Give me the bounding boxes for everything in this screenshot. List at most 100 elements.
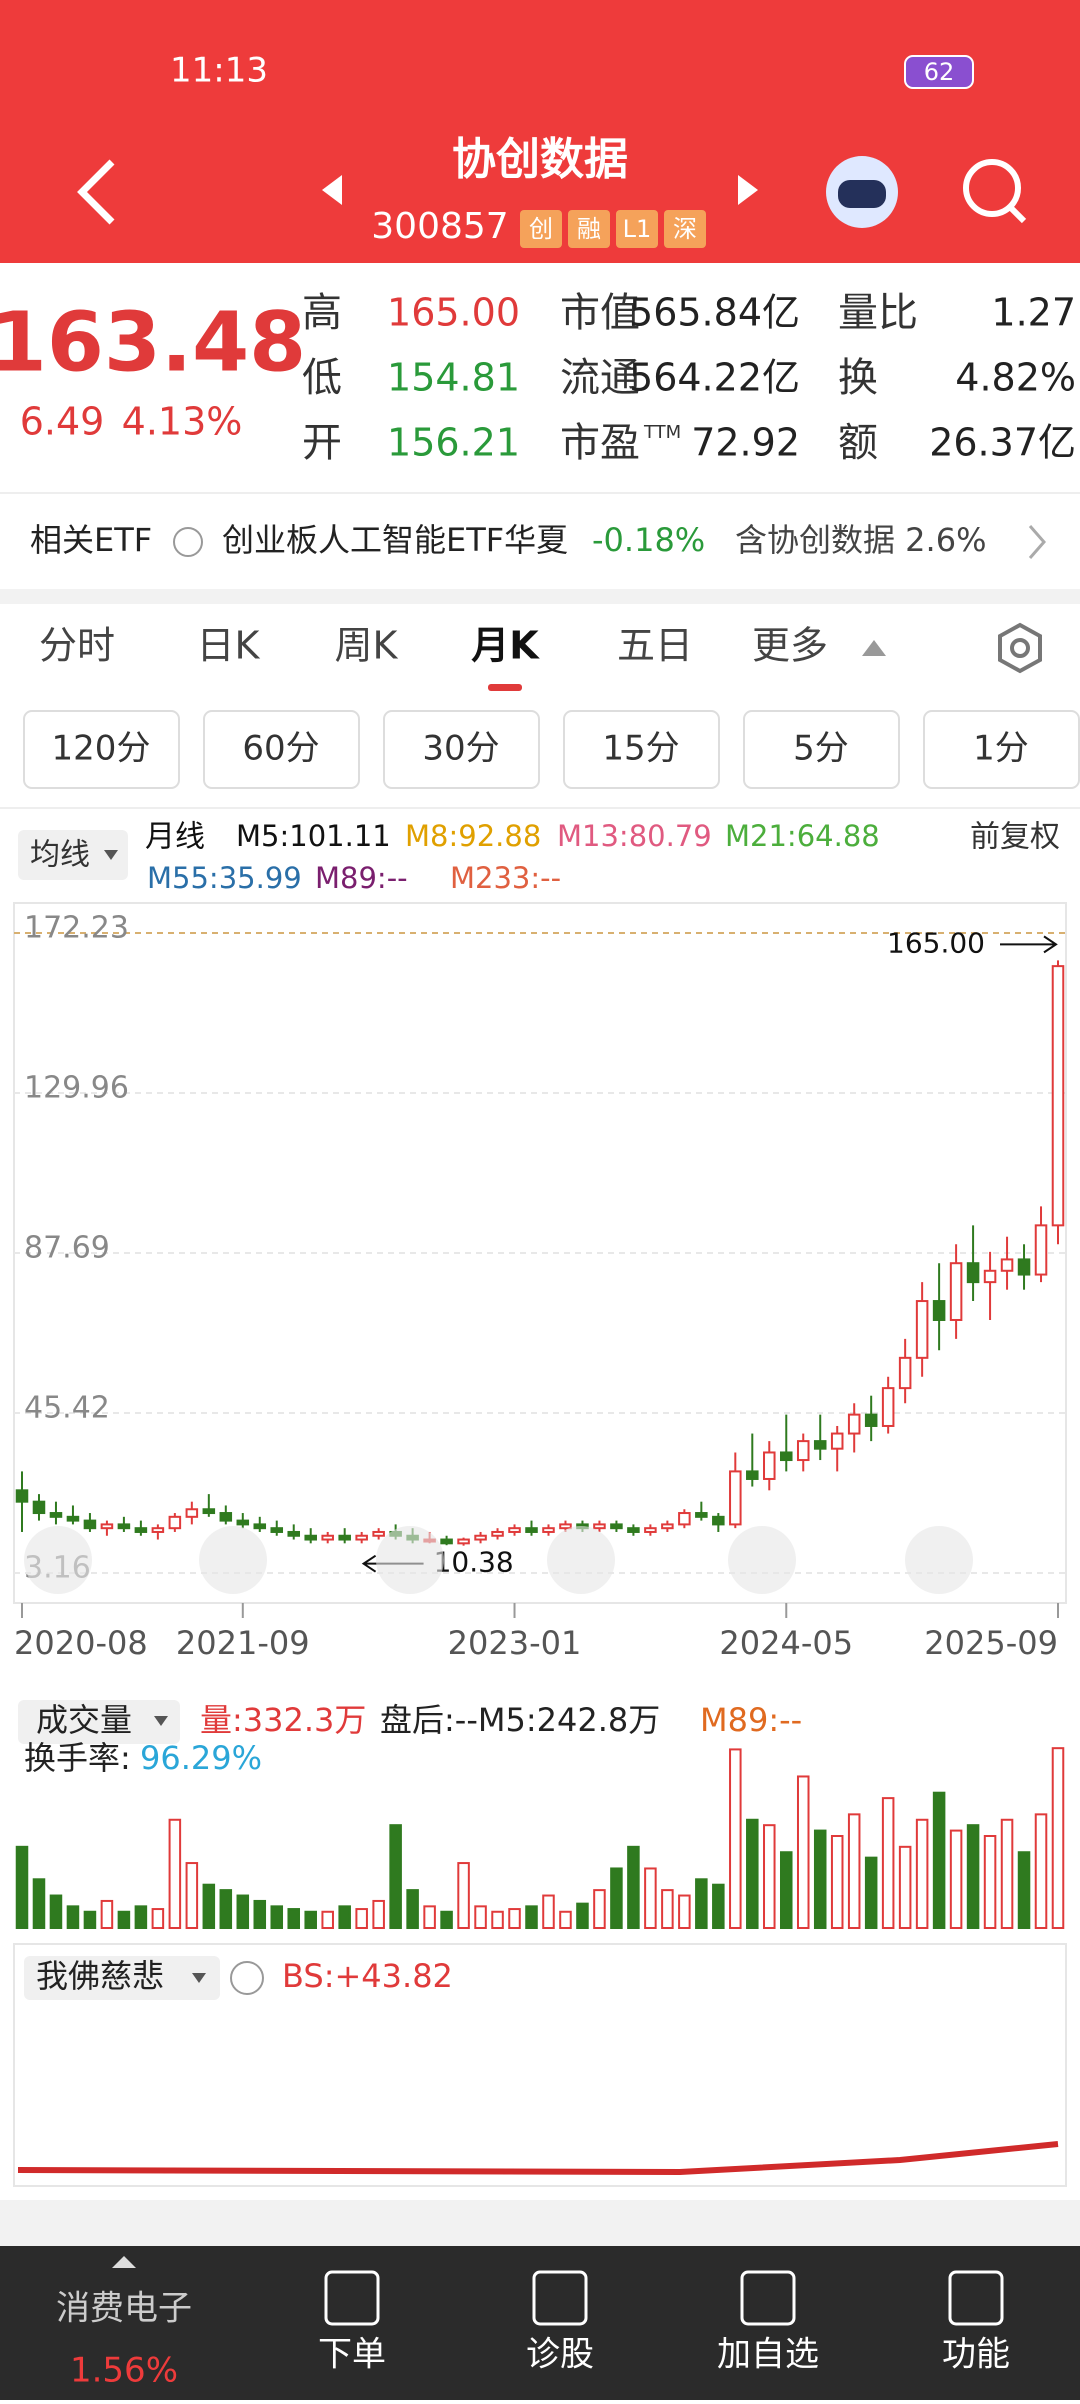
etf-change: -0.18%: [592, 521, 705, 559]
quote-label: 低: [302, 355, 342, 401]
candle-body: [287, 1530, 301, 1537]
volume-bar: [864, 1856, 878, 1930]
x-tick-label: 2021-09: [176, 1624, 310, 1662]
tag: 融: [577, 215, 601, 243]
volume-bar: [202, 1883, 216, 1930]
volume-bar: [253, 1899, 267, 1929]
period-button[interactable]: [383, 710, 540, 789]
ma-value: M21:64.88: [725, 819, 880, 853]
overlay-button[interactable]: [24, 1526, 92, 1594]
period-label: 120分: [52, 729, 151, 769]
next-stock[interactable]: [738, 175, 758, 205]
volume-bar: [219, 1889, 233, 1930]
volume: [15, 1747, 1065, 1930]
etf-holding: 含协创数据 2.6%: [735, 521, 986, 559]
quote-value: 72.92: [691, 421, 800, 465]
battery-level: 62: [924, 58, 955, 86]
dropdown: [104, 850, 118, 860]
volume-bar: [525, 1905, 538, 1929]
tab[interactable]: 周K: [335, 624, 399, 668]
quote-value: 564.22亿: [629, 356, 800, 400]
candle-body: [372, 1530, 385, 1537]
volume-box[interactable]: [18, 1700, 180, 1744]
tab[interactable]: 五日: [617, 624, 693, 668]
back-button[interactable]: [77, 159, 115, 225]
candle-body: [593, 1523, 606, 1530]
overlay-button[interactable]: [376, 1526, 444, 1594]
quote-value: 26.37亿: [929, 421, 1076, 465]
indicator-frame: [13, 1943, 1067, 2187]
search[interactable]: [963, 159, 1021, 217]
candle-body: [338, 1534, 351, 1541]
period-button[interactable]: [563, 710, 720, 789]
nav-item[interactable]: 功能: [942, 2335, 1010, 2375]
candle-body: [966, 1262, 980, 1284]
adjust[interactable]: 前复权: [970, 820, 1060, 855]
indicator-box[interactable]: [24, 1956, 220, 2000]
period-button[interactable]: [203, 710, 360, 789]
price: 163.48: [0, 295, 306, 390]
candle-body: [1051, 965, 1065, 1227]
volume-title[interactable]: 成交量: [36, 1701, 132, 1739]
volume-bar: [813, 1829, 827, 1930]
candle-body: [644, 1527, 657, 1533]
volume-bar: [966, 1824, 980, 1930]
nav-icon: [324, 2270, 380, 2326]
settings-dot: [1010, 638, 1030, 658]
chevron[interactable]: [1028, 525, 1046, 559]
period-button[interactable]: [923, 710, 1080, 789]
tab[interactable]: 更多: [752, 624, 828, 668]
sector-pct: 1.56%: [70, 2351, 178, 2391]
candle-body: [236, 1519, 250, 1526]
gap: [0, 589, 1080, 604]
candle-body: [440, 1538, 453, 1545]
tab[interactable]: 月K: [471, 624, 540, 668]
kline: 3.1645.4287.69129.96172.23165.0010.38202…: [14, 911, 1066, 1662]
period-label: 月线: [145, 820, 205, 855]
sector-name[interactable]: 消费电子: [56, 2289, 192, 2329]
help-icon[interactable]: [230, 1961, 264, 1995]
indicator-name[interactable]: 我佛慈悲: [36, 1957, 164, 1995]
candle-body: [779, 1451, 793, 1462]
tag-bg: [568, 210, 610, 248]
tab[interactable]: 日K: [197, 624, 261, 668]
quote-label: 开: [302, 420, 342, 466]
tabs: 分时 日K 周K 月K 五日 更多: [39, 624, 886, 691]
dropdown: [154, 1716, 168, 1726]
volume-bar: [423, 1905, 436, 1929]
indicator-box[interactable]: [18, 830, 128, 880]
volume-bar: [49, 1894, 63, 1930]
quote-value: 154.81: [387, 356, 520, 400]
high-label: 165.00: [887, 926, 985, 959]
volume-bar: [15, 1845, 29, 1929]
period-label: 30分: [422, 729, 499, 769]
period-button[interactable]: [743, 710, 900, 789]
volume-bar: [983, 1835, 997, 1929]
help-icon[interactable]: [173, 527, 203, 557]
nav-item[interactable]: 诊股: [526, 2335, 594, 2375]
candle-body: [49, 1512, 63, 1518]
overlay-button[interactable]: [728, 1526, 796, 1594]
etf-label: 相关ETF: [30, 521, 152, 559]
tab[interactable]: 分时: [39, 624, 115, 668]
etf-name[interactable]: 创业板人工智能ETF华夏: [222, 521, 568, 559]
change-pct: 4.13%: [122, 400, 243, 444]
volume-bar: [457, 1862, 470, 1930]
nav-item[interactable]: 下单: [318, 2335, 386, 2375]
prev-stock[interactable]: [322, 175, 342, 205]
volume-bar: [627, 1845, 640, 1929]
overlay-button[interactable]: [547, 1526, 615, 1594]
quote-label: 量比: [838, 290, 918, 336]
period-button[interactable]: [23, 710, 180, 789]
volume-bar: [83, 1910, 97, 1929]
overlay-button[interactable]: [905, 1526, 973, 1594]
ma-value: M89:--: [315, 861, 408, 895]
overlay-button[interactable]: [199, 1526, 267, 1594]
settings[interactable]: [998, 622, 1042, 674]
y-tick-label: 45.42: [24, 1391, 110, 1426]
ma-value: M5:101.11: [236, 819, 391, 853]
candle-body: [151, 1527, 165, 1533]
nav-item[interactable]: 加自选: [717, 2335, 819, 2375]
ma-selector[interactable]: 均线: [30, 838, 90, 873]
